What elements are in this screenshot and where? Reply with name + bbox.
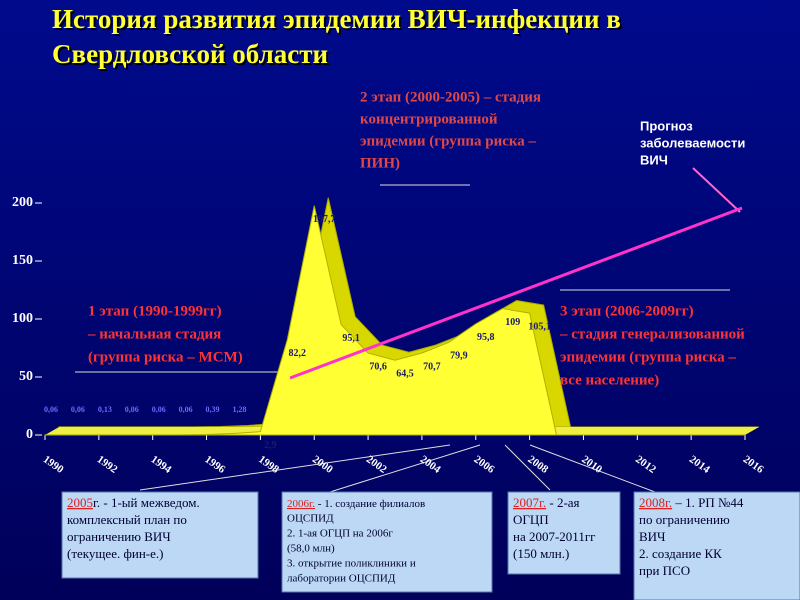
stage3-text: 3 этап (2006-2009гг)	[560, 303, 694, 319]
value-label: 0,06	[44, 405, 58, 414]
value-label: 70,7	[423, 361, 441, 372]
info-box-line: (58,0 млн)	[287, 543, 335, 555]
info-box-line: ограничению ВИЧ	[67, 529, 171, 544]
value-label: 1,28	[232, 405, 246, 414]
info-box-head: 2008г.	[639, 495, 672, 510]
info-box-line: на 2007-2011гг	[513, 529, 596, 544]
info-box-head: 2006г.	[287, 498, 315, 510]
info-box-line: ВИЧ	[639, 529, 666, 544]
stage1-text: 1 этап (1990-1999гг)	[88, 303, 222, 319]
value-label: 79,9	[450, 351, 468, 362]
info-box-line: 2007г. - 2-ая	[513, 495, 580, 510]
value-label: 0,06	[179, 405, 193, 414]
info-box-line: ОГЦП	[513, 512, 549, 527]
title-shadow: Свердловской области	[54, 41, 330, 71]
value-label: 95,1	[342, 333, 360, 344]
value-label: 0,13	[98, 405, 112, 414]
forecast-arrow	[692, 167, 741, 213]
info-box-line: 3. открытие поликлиники и	[287, 558, 416, 570]
stage2-text: 2 этап (2000-2005) – стадия	[360, 89, 541, 105]
callout-arrows	[75, 184, 730, 493]
info-box	[281, 491, 493, 593]
value-label: 95,8	[477, 332, 495, 343]
value-label: 64,5	[396, 368, 414, 379]
value-label: 0,39	[206, 405, 220, 414]
info-box-line: 2005г. - 1-ый межведом.	[67, 495, 200, 510]
stage3-text: эпидемии (группа риска –	[560, 349, 737, 365]
stage1-text: (группа риска – МСМ)	[88, 349, 243, 365]
forecast-text: заболеваемости	[640, 135, 745, 150]
value-label: 2,9	[264, 440, 277, 451]
stage2-text: концентрированной	[360, 111, 498, 127]
y-tick-label: 200	[12, 195, 33, 210]
forecast-line	[289, 206, 743, 380]
info-box	[633, 491, 800, 600]
value-label: 197,7	[313, 214, 336, 225]
info-box-line: ОЦСПИД	[287, 513, 334, 525]
forecast-text: Прогноз	[640, 118, 693, 133]
y-tick-label: 50	[19, 369, 33, 384]
stage3-text: – стадия генерализованной	[559, 326, 745, 342]
info-box-line: лаборатории ОЦСПИД	[287, 573, 396, 585]
y-tick-label: 0	[26, 427, 33, 442]
info-box-line: при ПСО	[639, 563, 690, 578]
info-box-line: (текущее. фин-е.)	[67, 546, 163, 561]
info-box-head: 2005	[67, 495, 93, 510]
value-label: 82,2	[289, 348, 307, 359]
value-label: 0,06	[71, 405, 85, 414]
y-tick-label: 100	[12, 311, 33, 326]
stage2-text: ПИН)	[360, 155, 400, 171]
value-label: 0,06	[152, 405, 166, 414]
info-box-text: - 2-ая	[546, 495, 579, 510]
area	[44, 205, 745, 436]
y-tick-label: 150	[12, 253, 33, 268]
title: История развития эпидемии ВИЧ-инфекции в	[52, 4, 621, 34]
info-box-head: 2007г.	[513, 495, 546, 510]
info-box-line: 2006г. - 1. создание филиалов	[287, 498, 425, 510]
value-label: 109	[505, 317, 520, 328]
stage2-text: эпидемии (группа риска –	[360, 133, 537, 149]
info-box-line: 2. 1-ая ОГЦП на 2006г	[287, 528, 393, 540]
info-box	[61, 491, 259, 579]
title: Свердловской области	[52, 39, 328, 69]
forecast-text: ВИЧ	[640, 152, 668, 167]
value-label: 0,06	[125, 405, 139, 414]
info-box-text: – 1. РП №44	[672, 495, 744, 510]
value-label: 105,1	[528, 321, 551, 332]
stage3-text: все население)	[560, 372, 659, 388]
info-box-line: 2008г. – 1. РП №44	[639, 495, 744, 510]
info-box-text: - 1. создание филиалов	[315, 498, 425, 510]
info-box	[507, 491, 621, 575]
info-box-line: 2. создание КК	[639, 546, 722, 561]
title-shadow: История развития эпидемии ВИЧ-инфекции в	[54, 6, 623, 36]
value-label: 70,6	[369, 361, 387, 372]
info-box-line: по ограничению	[639, 512, 730, 527]
info-box-text: г. - 1-ый межведом.	[93, 495, 200, 510]
info-box-line: (150 млн.)	[513, 546, 569, 561]
stage1-text: – начальная стадия	[87, 326, 221, 342]
info-box-line: комплексный план по	[67, 512, 187, 527]
